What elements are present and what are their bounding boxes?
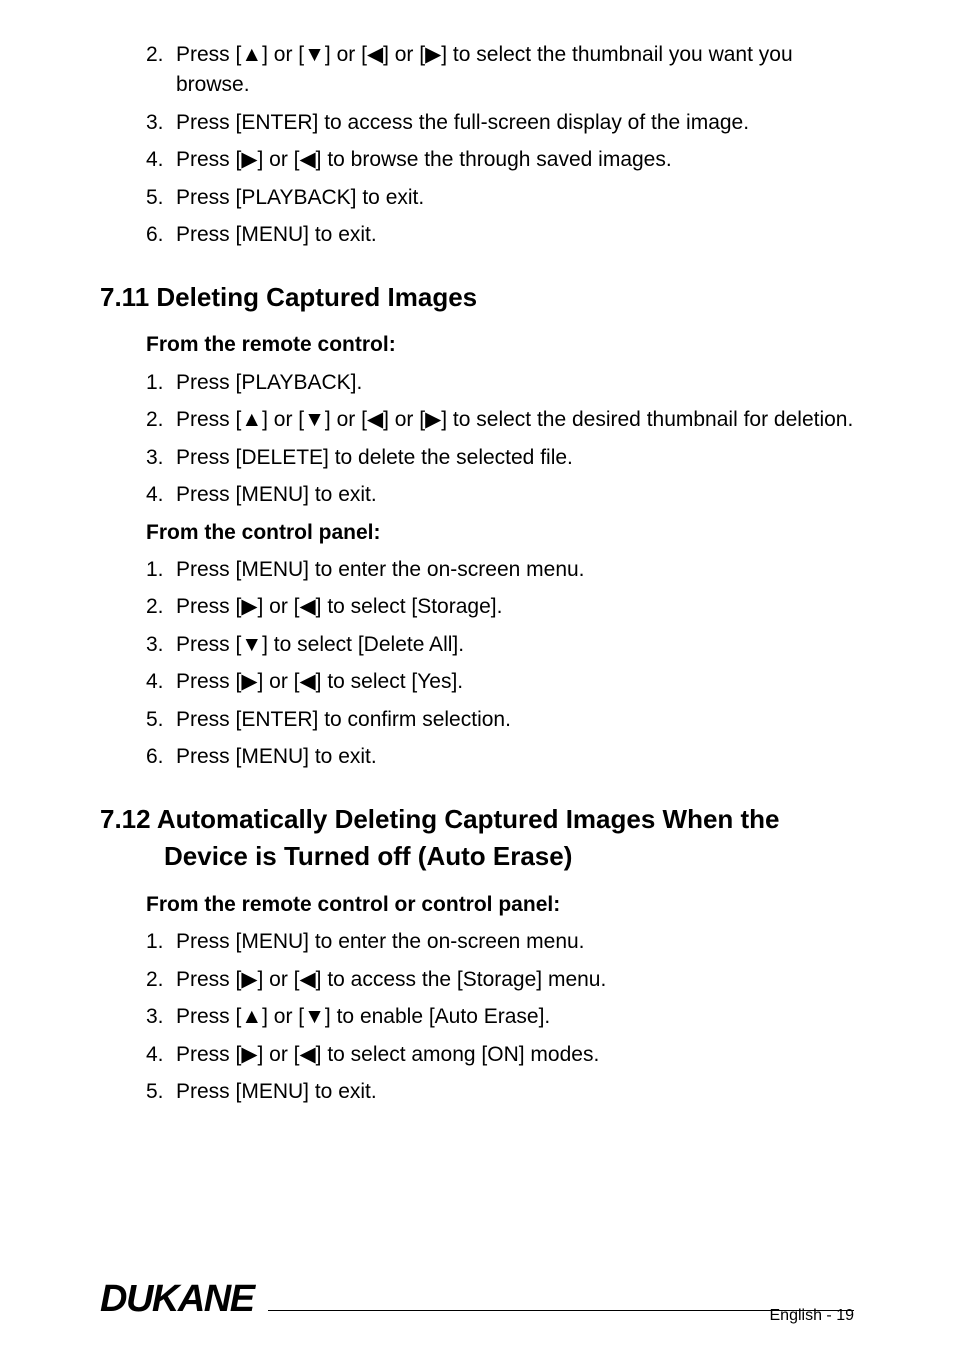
section-712-sub: From the remote control or control panel… — [146, 890, 854, 920]
list-item: 5. Press [MENU] to exit. — [146, 1077, 854, 1107]
brand-logo: DUKANE — [100, 1278, 262, 1321]
list-item: 1. Press [PLAYBACK]. — [146, 368, 854, 398]
list-item: 1. Press [MENU] to enter the on-screen me… — [146, 927, 854, 957]
item-text: Press [▼] to select [Delete All]. — [176, 633, 464, 656]
item-num: 4. — [146, 667, 164, 697]
section-712-title: 7.12 Automatically Deleting Captured Ima… — [100, 801, 854, 876]
item-num: 3. — [146, 1002, 164, 1032]
item-text: Press [▶] or [◀] to browse the through s… — [176, 148, 672, 171]
list-item: 5. Press [ENTER] to confirm selection. — [146, 705, 854, 735]
item-num: 5. — [146, 705, 164, 735]
item-text: Press [MENU] to enter the on-screen menu… — [176, 930, 585, 953]
item-num: 1. — [146, 368, 164, 398]
item-num: 6. — [146, 742, 164, 772]
list-item: 6. Press [MENU] to exit. — [146, 220, 854, 250]
item-text: Press [▲] or [▼] to enable [Auto Erase]. — [176, 1005, 550, 1028]
section-711-list1: 1. Press [PLAYBACK]. 2. Press [▲] or [▼] o… — [100, 368, 854, 511]
item-text: Press [▲] or [▼] or [◀] or [▶] to select… — [176, 43, 793, 96]
item-num: 4. — [146, 480, 164, 510]
item-num: 3. — [146, 630, 164, 660]
section-712-title-line2: Device is Turned off (Auto Erase) — [100, 841, 572, 871]
list-item: 2. Press [▲] or [▼] or [◀] or [▶] to sele… — [146, 405, 854, 435]
section-711-list2: 1. Press [MENU] to enter the on-screen me… — [100, 555, 854, 773]
list-item: 3. Press [DELETE] to delete the selected … — [146, 443, 854, 473]
item-text: Press [▶] or [◀] to select [Yes]. — [176, 670, 463, 693]
item-num: 4. — [146, 1040, 164, 1070]
list-item: 2. Press [▶] or [◀] to select [Storage]. — [146, 592, 854, 622]
list-item: 3. Press [▼] to select [Delete All]. — [146, 630, 854, 660]
section-711-sub1: From the remote control: — [146, 330, 854, 360]
section-712-list: 1. Press [MENU] to enter the on-screen me… — [100, 927, 854, 1107]
list-item: 4. Press [MENU] to exit. — [146, 480, 854, 510]
item-num: 6. — [146, 220, 164, 250]
footer-rule — [268, 1310, 854, 1311]
page-content: 2. Press [▲] or [▼] or [◀] or [▶] to sele… — [100, 40, 854, 1108]
list-item: 4. Press [▶] or [◀] to browse the through… — [146, 145, 854, 175]
item-text: Press [▶] or [◀] to access the [Storage]… — [176, 968, 606, 991]
item-text: Press [▶] or [◀] to select among [ON] mo… — [176, 1043, 599, 1066]
item-text: Press [DELETE] to delete the selected fi… — [176, 446, 573, 469]
item-num: 3. — [146, 108, 164, 138]
list-item: 6. Press [MENU] to exit. — [146, 742, 854, 772]
item-num: 1. — [146, 927, 164, 957]
item-num: 5. — [146, 183, 164, 213]
item-num: 5. — [146, 1077, 164, 1107]
list-item: 3. Press [ENTER] to access the full-scree… — [146, 108, 854, 138]
item-text: Press [MENU] to enter the on-screen menu… — [176, 558, 585, 581]
item-num: 3. — [146, 443, 164, 473]
item-text: Press [ENTER] to access the full-screen … — [176, 111, 749, 134]
list-item: 3. Press [▲] or [▼] to enable [Auto Erase… — [146, 1002, 854, 1032]
list-item: 2. Press [▶] or [◀] to access the [Storag… — [146, 965, 854, 995]
item-text: Press [▲] or [▼] or [◀] or [▶] to select… — [176, 408, 853, 431]
item-num: 2. — [146, 965, 164, 995]
item-num: 2. — [146, 592, 164, 622]
item-num: 1. — [146, 555, 164, 585]
item-text: Press [MENU] to exit. — [176, 223, 377, 246]
section-711-title: 7.11 Deleting Captured Images — [100, 279, 854, 317]
section-712-title-line1: 7.12 Automatically Deleting Captured Ima… — [100, 804, 780, 834]
list-item: 2. Press [▲] or [▼] or [◀] or [▶] to sele… — [146, 40, 854, 101]
item-text: Press [PLAYBACK]. — [176, 371, 362, 394]
item-num: 2. — [146, 40, 164, 70]
item-text: Press [▶] or [◀] to select [Storage]. — [176, 595, 502, 618]
list-item: 1. Press [MENU] to enter the on-screen me… — [146, 555, 854, 585]
top-continued-list: 2. Press [▲] or [▼] or [◀] or [▶] to sele… — [100, 40, 854, 251]
item-text: Press [MENU] to exit. — [176, 1080, 377, 1103]
list-item: 4. Press [▶] or [◀] to select [Yes]. — [146, 667, 854, 697]
section-711-sub2: From the control panel: — [146, 518, 854, 548]
item-num: 4. — [146, 145, 164, 175]
page-footer: DUKANE English - 19 — [100, 1278, 854, 1325]
list-item: 4. Press [▶] or [◀] to select among [ON] … — [146, 1040, 854, 1070]
item-num: 2. — [146, 405, 164, 435]
item-text: Press [MENU] to exit. — [176, 483, 377, 506]
item-text: Press [ENTER] to confirm selection. — [176, 708, 511, 731]
item-text: Press [MENU] to exit. — [176, 745, 377, 768]
item-text: Press [PLAYBACK] to exit. — [176, 186, 424, 209]
list-item: 5. Press [PLAYBACK] to exit. — [146, 183, 854, 213]
